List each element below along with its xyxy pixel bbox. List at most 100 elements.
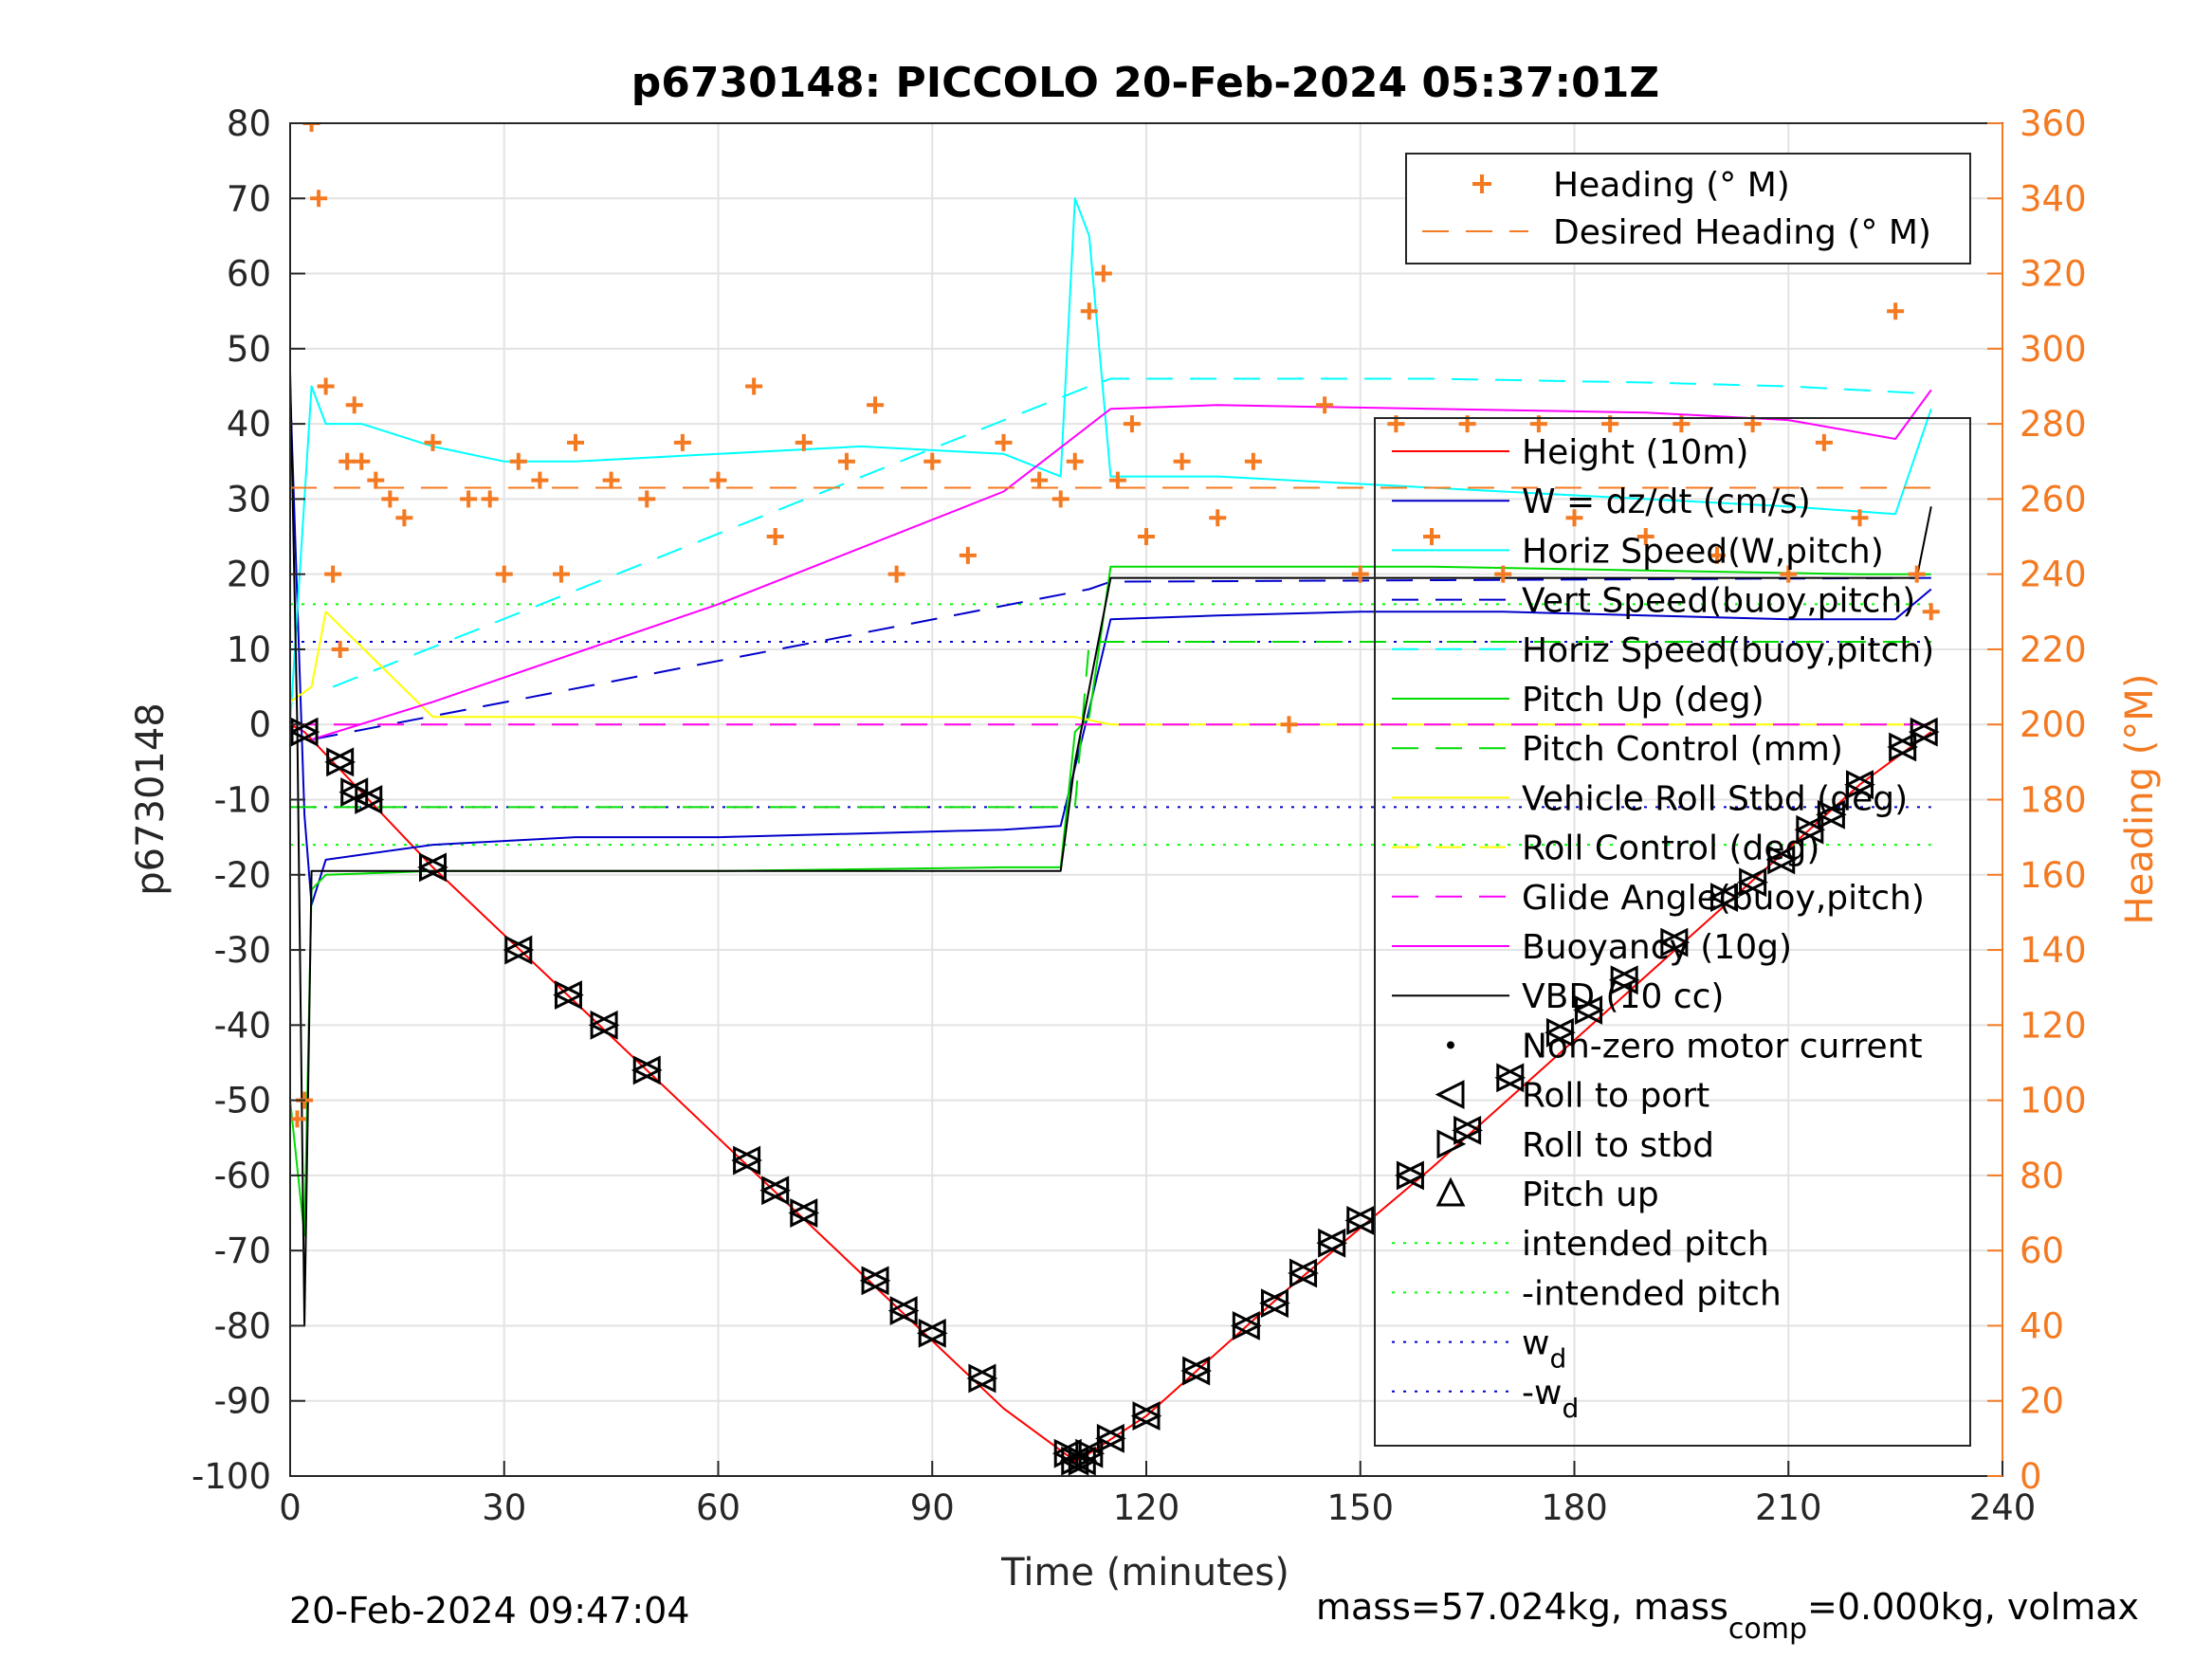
roll-stbd-marker xyxy=(290,717,320,747)
roll-stbd-marker xyxy=(1910,717,1940,747)
series-layer xyxy=(290,123,1940,1476)
legend-main: Height (10m) W = dz/dt (cm/s) Horiz Speed(… xyxy=(1374,417,1971,1447)
y2-tick-label: 320 xyxy=(2020,254,2087,295)
legend-label: VBD (10 cc) xyxy=(1522,977,1724,1016)
y-tick-label: 50 xyxy=(227,329,271,370)
roll-stbd-marker xyxy=(1232,1311,1262,1340)
series-line xyxy=(332,377,1931,688)
roll-stbd-marker xyxy=(1453,1115,1483,1145)
heading-marker xyxy=(331,640,349,658)
legend-label: Vert Speed(buoy,pitch) xyxy=(1522,582,1915,621)
roll-stbd-marker xyxy=(1182,1356,1213,1386)
heading-marker xyxy=(1209,509,1227,527)
y-tick-label: 10 xyxy=(227,629,271,670)
legend-heading-label: Heading (° M) xyxy=(1553,166,1790,205)
legend-label: -wd xyxy=(1522,1374,1579,1424)
legend-stbd-marker xyxy=(1436,1129,1467,1159)
heading-marker xyxy=(1351,565,1369,583)
roll-stbd-marker xyxy=(1710,883,1740,912)
heading-marker xyxy=(531,471,549,489)
series-line xyxy=(311,576,1931,741)
y-tick-label: 20 xyxy=(227,555,271,595)
heading-marker xyxy=(1031,471,1049,489)
x-tick-label: 0 xyxy=(279,1487,302,1528)
roll-stbd-marker xyxy=(419,852,448,883)
y2-tick-label: 60 xyxy=(2020,1231,2064,1271)
roll-stbd-marker xyxy=(504,935,535,965)
heading-marker xyxy=(795,433,813,451)
roll-stbd-marker xyxy=(1796,814,1826,845)
legend-label: Roll to port xyxy=(1522,1077,1709,1116)
heading-marker xyxy=(709,471,727,489)
heading-marker xyxy=(867,396,885,414)
heading-marker xyxy=(495,565,513,583)
heading-marker xyxy=(302,123,320,132)
y2-tick-label: 240 xyxy=(2020,555,2087,595)
heading-marker xyxy=(338,452,356,470)
heading-marker xyxy=(1280,716,1298,734)
heading-marker xyxy=(1908,565,1926,583)
y-tick-label: -20 xyxy=(214,855,271,896)
legend-label: Vehicle Roll Stbd (deg) xyxy=(1522,779,1908,818)
heading-marker xyxy=(567,433,584,451)
legend-label: Buoyancy (10g) xyxy=(1522,928,1792,967)
legend-label: Pitch Control (mm) xyxy=(1522,730,1843,769)
roll-stbd-marker xyxy=(1767,845,1798,875)
y-tick-label: 80 xyxy=(227,103,271,144)
series-line xyxy=(311,389,1932,741)
y-axis-ticks: 80 70 60 50 40 30 20 10 0 -10 -20 -30 -40 -50 -60 -70 -8… xyxy=(192,103,305,1497)
legend-label-main: w xyxy=(1522,1324,1549,1363)
y2-tick-label: 220 xyxy=(2020,629,2087,670)
y2-tick-label: 280 xyxy=(2020,404,2087,445)
roll-stbd-marker xyxy=(1889,732,1919,762)
heading-marker xyxy=(317,377,335,395)
legend-label: Roll Control (deg) xyxy=(1522,830,1819,868)
y-tick-label: -80 xyxy=(214,1305,271,1346)
heading-marker xyxy=(1709,546,1726,564)
y2-tick-label: 340 xyxy=(2020,178,2087,219)
roll-stbd-marker xyxy=(632,1055,663,1085)
footer-mass-suffix: =0.000kg, volmax xyxy=(1807,1586,2139,1628)
y-tick-label: 70 xyxy=(227,178,271,219)
heading-marker xyxy=(1108,471,1126,489)
roll-stbd-marker xyxy=(761,1176,792,1206)
roll-stbd-marker xyxy=(1318,1228,1348,1258)
chart-title: p6730148: PICCOLO 20-Feb-2024 05:37:01Z xyxy=(631,59,1659,107)
roll-stbd-marker xyxy=(1289,1258,1319,1288)
heading-marker xyxy=(395,509,413,527)
heading-marker xyxy=(290,1110,306,1128)
roll-stbd-marker xyxy=(1061,1446,1091,1476)
roll-stbd-marker xyxy=(918,1318,948,1348)
heading-marker xyxy=(1922,603,1940,621)
y-tick-label: -40 xyxy=(214,1005,271,1046)
roll-stbd-marker xyxy=(733,1145,762,1176)
x-tick-label: 180 xyxy=(1541,1487,1608,1528)
y2-tick-label: 360 xyxy=(2020,103,2087,144)
legend-label: Roll to stbd xyxy=(1522,1126,1714,1165)
legend-label: Horiz Speed(W,pitch) xyxy=(1522,532,1884,571)
roll-stbd-marker xyxy=(889,1296,920,1326)
heading-marker xyxy=(1138,528,1155,546)
heading-marker xyxy=(1887,302,1905,320)
legend-label-sub: d xyxy=(1549,1343,1566,1375)
y-tick-label: 60 xyxy=(227,254,271,295)
heading-marker xyxy=(1851,509,1869,527)
legend-dot-marker xyxy=(1447,1041,1454,1049)
roll-stbd-marker xyxy=(1846,770,1875,800)
x-tick-label: 90 xyxy=(910,1487,955,1528)
roll-stbd-marker xyxy=(1575,995,1604,1025)
roll-stbd-marker xyxy=(1496,1063,1526,1093)
series-line xyxy=(290,565,1931,1237)
heading-marker xyxy=(1780,565,1798,583)
heading-marker xyxy=(424,433,442,451)
legend-main-box xyxy=(1374,417,1971,1447)
series-line xyxy=(290,386,1932,906)
roll-stbd-marker xyxy=(590,1010,620,1040)
y-tick-label: -10 xyxy=(214,780,271,821)
heading-marker xyxy=(367,471,385,489)
heading-marker xyxy=(481,490,499,508)
heading-marker xyxy=(1636,528,1654,546)
heading-marker xyxy=(1094,264,1112,283)
legend-heading-box xyxy=(1405,153,1971,264)
heading-marker xyxy=(1051,490,1069,508)
